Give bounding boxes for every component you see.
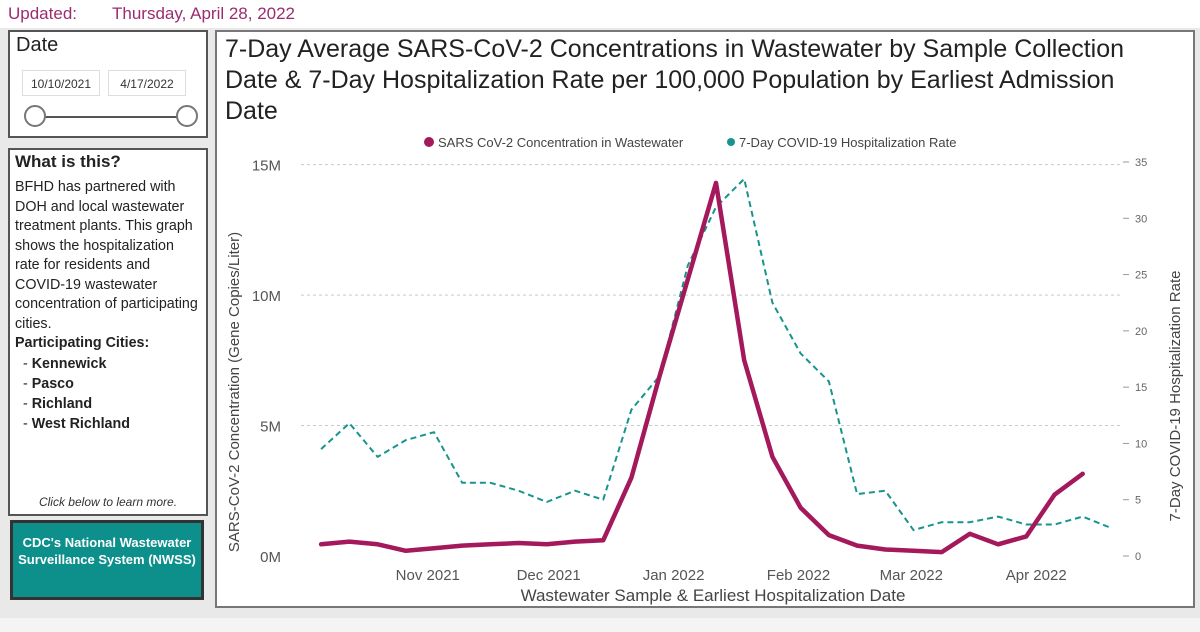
city-item: - Richland (23, 395, 93, 412)
learn-more-text: Click below to learn more. (38, 495, 178, 509)
start-date-input[interactable]: 10/10/2021 (22, 70, 100, 96)
x-tick-label: Dec 2021 (517, 567, 581, 584)
cities-title: Participating Cities: (15, 335, 150, 351)
chart-title: 7-Day Average SARS-CoV-2 Concentrations … (225, 35, 1125, 125)
updated-label: Updated: (8, 4, 77, 23)
wastewater-concentration-line (318, 180, 1085, 555)
city-name: West Richland (31, 415, 130, 432)
hospitalization-rate-line (320, 177, 1112, 532)
chart-panel: 7-Day Average SARS-CoV-2 Concentrations … (215, 30, 1195, 608)
x-axis-title: Wastewater Sample & Earliest Hospitaliza… (521, 586, 906, 605)
date-filter-panel: Date 10/10/2021 4/17/2022 (8, 30, 208, 138)
y2-tick-label: 25 (1135, 270, 1147, 282)
y2-tick-label: 15 (1135, 382, 1147, 394)
date-filter-title: Date (16, 34, 59, 56)
city-item: - Pasco (23, 375, 74, 392)
x-tick-label: Nov 2021 (396, 567, 460, 584)
city-name: Kennewick (31, 355, 107, 372)
y2-tick-label: 30 (1135, 213, 1147, 225)
x-tick-label: Apr 2022 (1006, 567, 1067, 584)
city-item: - West Richland (23, 415, 130, 432)
y2-tick-label: 35 (1135, 157, 1147, 169)
bottom-bar (0, 618, 1200, 632)
y-axis-title: SARS-CoV-2 Concentration (Gene Copies/Li… (226, 232, 243, 552)
city-item: - Kennewick (23, 355, 107, 372)
date-range-slider-track[interactable] (34, 116, 186, 118)
cdc-nwss-button[interactable]: CDC's National Wastewater Surveillance S… (10, 520, 204, 600)
y2-tick-label: 5 (1135, 495, 1141, 507)
y-tick-label: 10M (252, 288, 281, 305)
city-name: Pasco (31, 375, 74, 392)
legend-marker-hospitalization (727, 138, 735, 146)
updated-date: Thursday, April 28, 2022 (112, 4, 296, 23)
info-body: BFHD has partnered with DOH and local wa… (15, 179, 198, 332)
city-name: Richland (31, 395, 93, 412)
start-date-slider-handle[interactable] (24, 105, 46, 127)
chart-canvas: 0M 5M 10M 15M 0 5 10 15 20 25 30 35 Nov 2021 Dec 2021… (226, 135, 1184, 605)
y2-tick-label: 10 (1135, 438, 1147, 450)
y2-axis-title: 7-Day COVID-19 Hospitalization Rate (1167, 271, 1184, 522)
y2-tick-label: 20 (1135, 326, 1147, 338)
end-date-input[interactable]: 4/17/2022 (108, 70, 186, 96)
legend-label-wastewater: SARS CoV-2 Concentration in Wastewater (438, 135, 684, 150)
y-tick-label: 5M (260, 419, 281, 436)
legend-label-hospitalization: 7-Day COVID-19 Hospitalization Rate (739, 135, 956, 150)
y-tick-label: 0M (260, 549, 281, 566)
y-tick-label: 15M (252, 158, 281, 175)
legend-marker-wastewater (424, 137, 434, 147)
x-tick-label: Feb 2022 (767, 567, 830, 584)
end-date-slider-handle[interactable] (176, 105, 198, 127)
info-panel: What is this? BFHD has partnered with DO… (8, 148, 208, 516)
y2-tick-label: 0 (1135, 551, 1141, 563)
x-tick-label: Mar 2022 (880, 567, 943, 584)
info-title: What is this? (15, 152, 121, 171)
header-bar: Updated: Thursday, April 28, 2022 (0, 0, 1200, 28)
x-tick-label: Jan 2022 (643, 567, 705, 584)
